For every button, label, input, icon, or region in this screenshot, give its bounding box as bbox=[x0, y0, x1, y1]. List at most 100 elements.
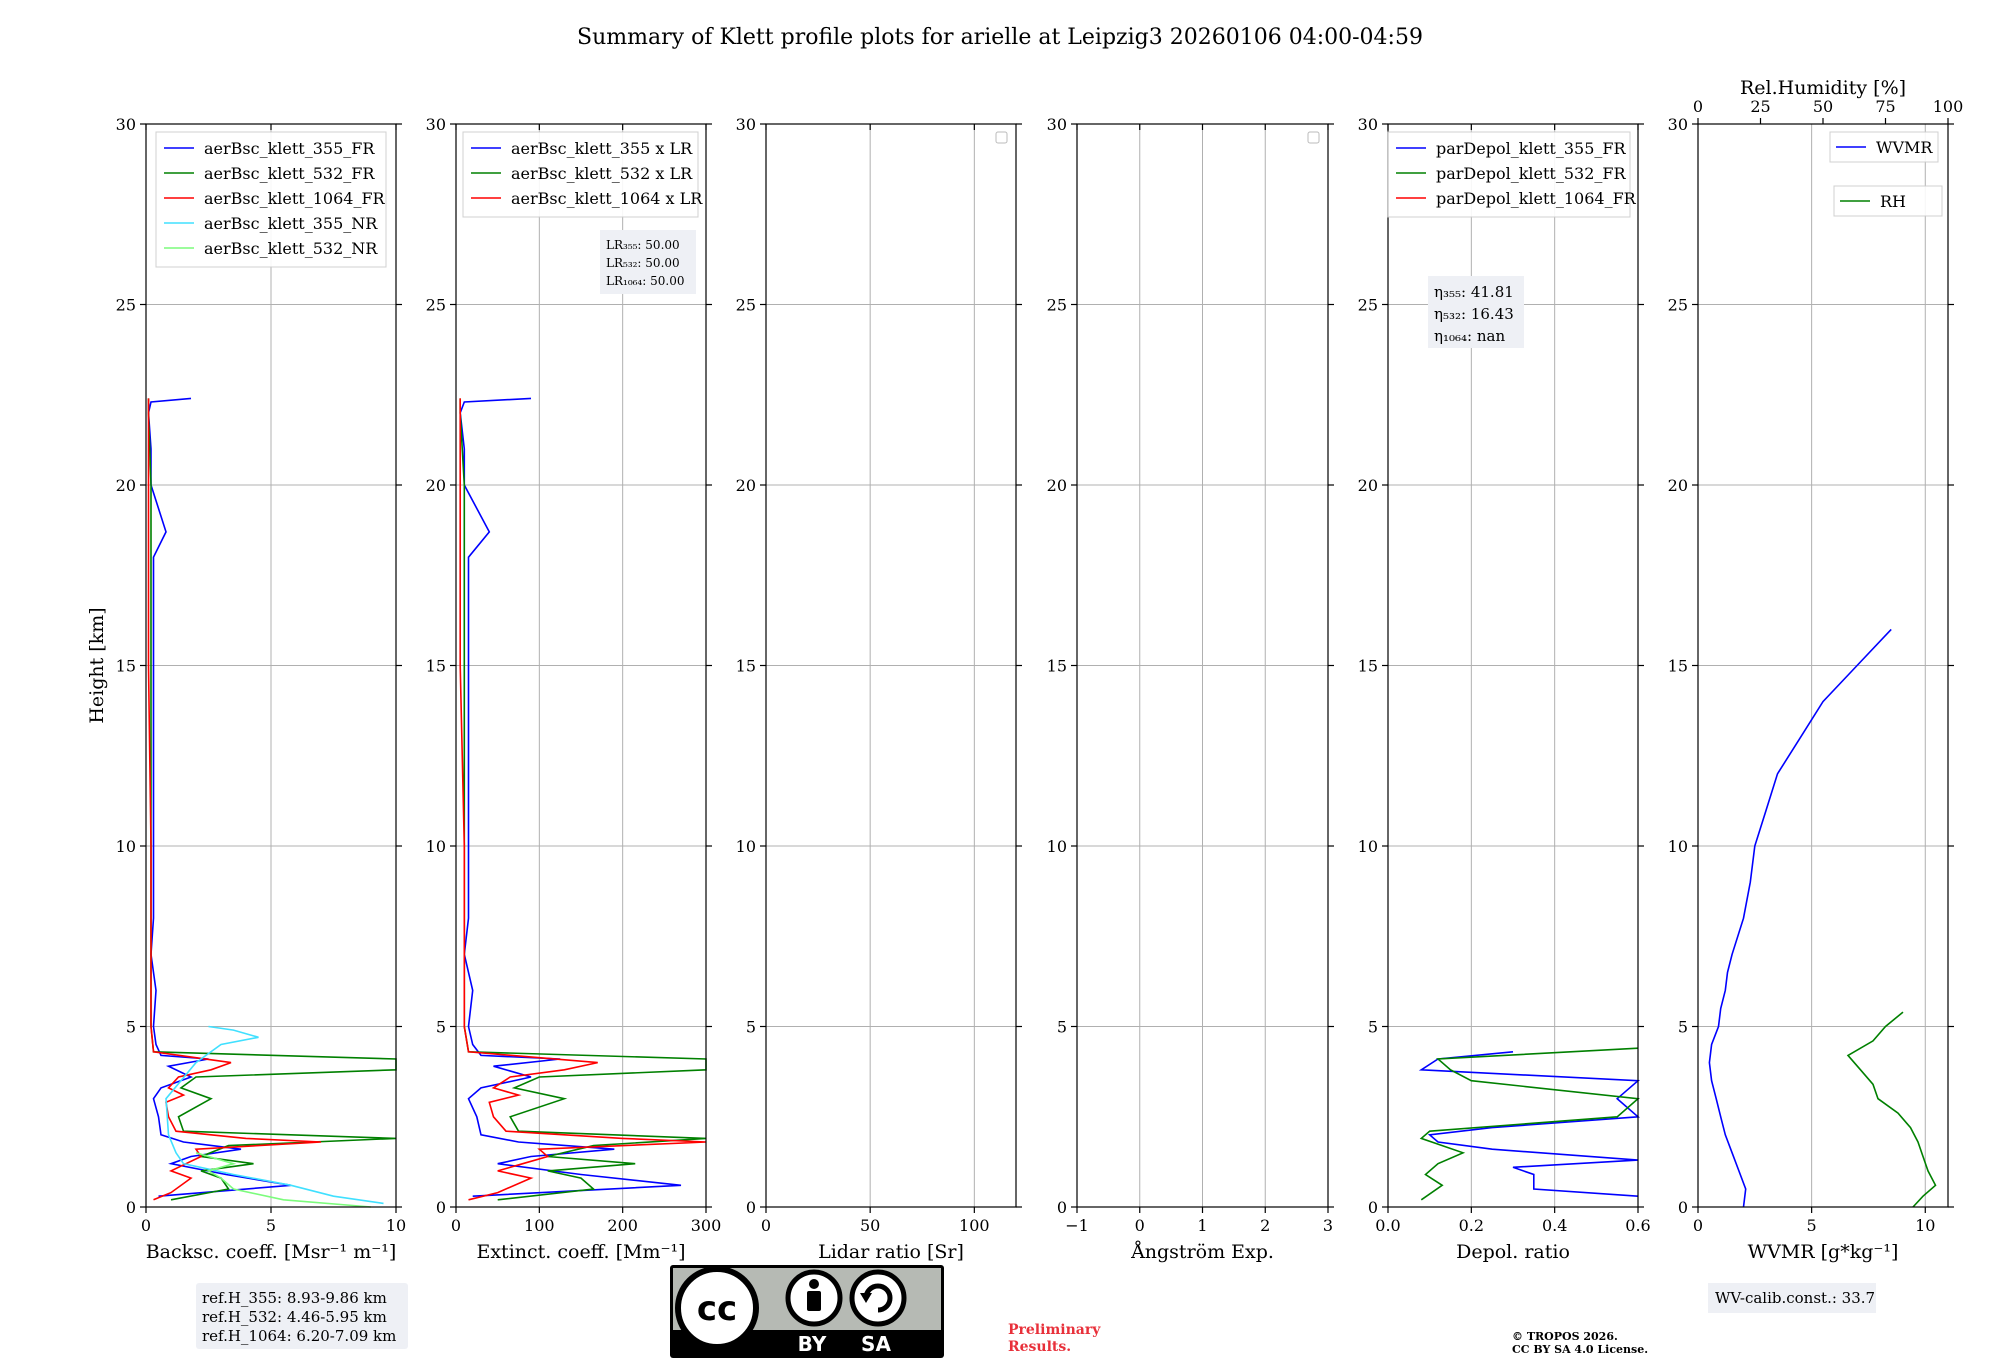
sa-arrow-arc bbox=[863, 1283, 893, 1313]
bsc-ytick-label-2: 10 bbox=[116, 837, 136, 856]
wv-ytick-label-1: 5 bbox=[1678, 1018, 1688, 1037]
rh-top-tick-label-0: 0 bbox=[1693, 97, 1703, 116]
ext-xtick-label-0: 0 bbox=[451, 1216, 461, 1235]
ext-ytick-label-6: 30 bbox=[426, 115, 446, 134]
depol-ytick-label-2: 10 bbox=[1358, 837, 1378, 856]
depol-series-1 bbox=[1419, 1047, 1640, 1201]
bsc-series-group bbox=[147, 397, 397, 1208]
ref-line-532: ref.H_532: 4.46-5.95 km bbox=[202, 1308, 387, 1326]
bsc-ytick-label-3: 15 bbox=[116, 657, 136, 676]
height-ylabel: Height [km] bbox=[86, 607, 108, 723]
ang-xlabel: Ångström Exp. bbox=[1130, 1241, 1274, 1263]
depol-series-0 bbox=[1418, 1051, 1641, 1197]
lr-xtick-label-0: 0 bbox=[761, 1216, 771, 1235]
ang-ytick-label-2: 10 bbox=[1047, 837, 1067, 856]
depol-legend-box bbox=[1387, 131, 1631, 218]
ext-ytick-label-1: 5 bbox=[436, 1018, 446, 1037]
eta-info-line-1: η₅₃₂: 16.43 bbox=[1434, 305, 1514, 323]
ref-heights-background bbox=[196, 1283, 408, 1349]
ext-ytick-label-0: 0 bbox=[436, 1198, 446, 1217]
lr-info-line-1: LR₅₃₂: 50.00 bbox=[606, 256, 680, 270]
panel-depol: 0.0 0.2 0.4 0.6 0 5 10 15 20 25 30 Depol. ratio parD… bbox=[1358, 115, 1651, 1263]
panel-lr: 0 50 100 0 5 10 15 20 25 30 Lidar ratio [Sr] bbox=[736, 115, 1022, 1263]
ext-legend-label-1: aerBsc_klett_532 x LR bbox=[511, 164, 693, 183]
ang-empty-legend bbox=[1307, 131, 1320, 144]
ang-ytick-label-3: 15 bbox=[1047, 657, 1067, 676]
panel-bsc: 0 5 10 0 5 10 15 20 25 30 Backsc. coeff. [Msr⁻¹ m⁻… bbox=[86, 115, 406, 1263]
depol-legend-label-1: parDepol_klett_532_FR bbox=[1436, 164, 1627, 183]
ext-legend: aerBsc_klett_355 x LR aerBsc_klett_532 x … bbox=[462, 131, 703, 218]
badge-sa-label: SA bbox=[861, 1332, 891, 1356]
ext-xtick-label-3: 300 bbox=[691, 1216, 722, 1235]
depol-xtick-label-3: 0.6 bbox=[1625, 1216, 1650, 1235]
cc-logo-text: cc bbox=[697, 1289, 737, 1329]
copyright-line-2: CC BY SA 4.0 License. bbox=[1512, 1343, 1648, 1356]
eta-info-line-0: η₃₅₅: 41.81 bbox=[1434, 283, 1514, 301]
depol-ytick-label-6: 30 bbox=[1358, 115, 1378, 134]
ext-ytick-label-5: 25 bbox=[426, 296, 446, 315]
badge-by-label: BY bbox=[798, 1332, 827, 1356]
bsc-xtick-label-2: 10 bbox=[386, 1216, 406, 1235]
ang-ytick-label-1: 5 bbox=[1057, 1018, 1067, 1037]
bsc-legend-box bbox=[155, 131, 387, 268]
depol-ytick-label-3: 15 bbox=[1358, 657, 1378, 676]
lr-xtick-label-2: 100 bbox=[959, 1216, 990, 1235]
sa-share-icon bbox=[849, 1269, 907, 1327]
wv-xtick-label-1: 5 bbox=[1807, 1216, 1817, 1235]
bsc-legend-label-4: aerBsc_klett_532_NR bbox=[204, 239, 378, 258]
wv-legend-label-1: RH bbox=[1880, 192, 1906, 211]
figure-title: Summary of Klett profile plots for ariel… bbox=[577, 25, 1423, 50]
bsc-series-4 bbox=[195, 1152, 372, 1208]
ext-series-group bbox=[459, 397, 707, 1201]
cc-license-badge: cc BY SA bbox=[670, 1265, 944, 1358]
eta-info-box bbox=[1428, 276, 1524, 348]
ext-series-2 bbox=[459, 398, 707, 1201]
bsc-xlabel: Backsc. coeff. [Msr⁻¹ m⁻¹] bbox=[146, 1241, 397, 1263]
lr-ytick-label-6: 30 bbox=[736, 115, 756, 134]
bsc-series-0 bbox=[147, 397, 292, 1197]
eta-info-line-2: η₁₀₆₄: nan bbox=[1434, 327, 1505, 345]
ext-ytick-label-3: 15 bbox=[426, 657, 446, 676]
rh-top-tick-label-3: 75 bbox=[1875, 97, 1895, 116]
depol-xtick-label-1: 0.2 bbox=[1459, 1216, 1484, 1235]
depol-ytick-label-1: 5 bbox=[1368, 1018, 1378, 1037]
bsc-ytick-label-4: 20 bbox=[116, 476, 136, 495]
ext-ytick-label-2: 10 bbox=[426, 837, 446, 856]
preliminary-line-1: Preliminary bbox=[1008, 1322, 1101, 1338]
bsc-ytick-label-5: 25 bbox=[116, 296, 136, 315]
lr-ytick-label-1: 5 bbox=[746, 1018, 756, 1037]
depol-series-group bbox=[1418, 1047, 1641, 1201]
ext-legend-label-2: aerBsc_klett_1064 x LR bbox=[511, 189, 703, 208]
ang-ytick-label-6: 30 bbox=[1047, 115, 1067, 134]
depol-xtick-label-2: 0.4 bbox=[1542, 1216, 1567, 1235]
bsc-ytick-label-6: 30 bbox=[116, 115, 136, 134]
ang-xtick-label-4: 3 bbox=[1323, 1216, 1333, 1235]
wv-ytick-label-4: 20 bbox=[1668, 476, 1688, 495]
bsc-ytick-label-0: 0 bbox=[126, 1198, 136, 1217]
copyright-line-1: © TROPOS 2026. bbox=[1512, 1330, 1618, 1343]
wv-series-0 bbox=[1708, 628, 1892, 1208]
wv-legend-label-0: WVMR bbox=[1876, 138, 1933, 157]
lr-ytick-label-3: 15 bbox=[736, 657, 756, 676]
ext-series-1 bbox=[459, 398, 707, 1201]
wv-ytick-label-6: 30 bbox=[1668, 115, 1688, 134]
ext-series-0 bbox=[459, 397, 682, 1197]
ang-xtick-label-1: 0 bbox=[1135, 1216, 1145, 1235]
ext-ytick-label-4: 20 bbox=[426, 476, 446, 495]
ext-legend-label-0: aerBsc_klett_355 x LR bbox=[511, 139, 693, 158]
wv-xtick-label-0: 0 bbox=[1693, 1216, 1703, 1235]
ext-xtick-label-2: 200 bbox=[607, 1216, 638, 1235]
preliminary-line-2: Results. bbox=[1008, 1339, 1071, 1355]
ang-xtick-label-3: 2 bbox=[1260, 1216, 1270, 1235]
wv-xlabel: WVMR [g*kg⁻¹] bbox=[1748, 1241, 1899, 1263]
wv-series-1 bbox=[1846, 1011, 1937, 1208]
depol-legend-label-0: parDepol_klett_355_FR bbox=[1436, 139, 1627, 158]
wv-calib-box bbox=[1708, 1283, 1876, 1313]
rh-top-xlabel: Rel.Humidity [%] bbox=[1740, 77, 1906, 99]
bsc-legend-label-3: aerBsc_klett_355_NR bbox=[204, 214, 378, 233]
lr-info-line-0: LR₃₅₅: 50.00 bbox=[606, 238, 680, 252]
ext-xlabel: Extinct. coeff. [Mm⁻¹] bbox=[476, 1241, 685, 1263]
